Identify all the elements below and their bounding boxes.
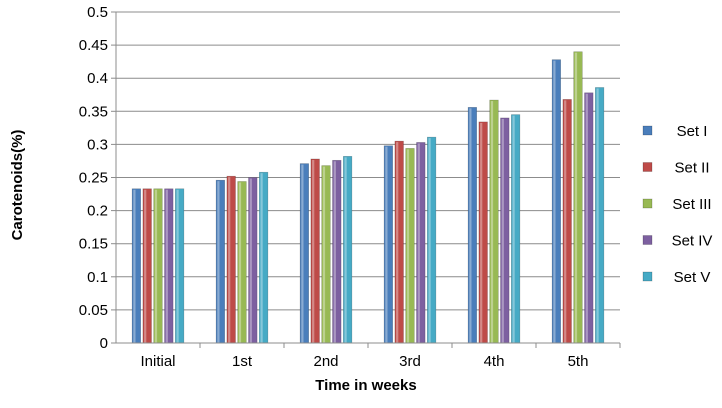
bar-highlight (553, 60, 556, 343)
y-axis-title: Carotenoids(%) (9, 130, 26, 241)
bar-highlight (385, 146, 388, 343)
legend-swatch (642, 162, 653, 172)
bar-highlight (574, 52, 578, 343)
bar-highlight (406, 149, 410, 343)
bar-highlight (490, 101, 494, 344)
gridlines (111, 11, 620, 344)
legend-label: Set II (674, 160, 709, 177)
bar-highlight (512, 115, 515, 343)
x-tick-label: 1st (232, 353, 253, 370)
bar-highlight (417, 143, 420, 343)
bar-highlight (133, 189, 136, 343)
bar-highlight (312, 159, 315, 343)
bar-highlight (344, 157, 347, 343)
bar-highlight (469, 108, 472, 343)
bar-highlight (322, 166, 326, 343)
y-tick-label: 0.2 (87, 203, 108, 220)
legend-swatch (642, 271, 653, 282)
legend-label: Set I (677, 123, 708, 140)
bar-highlight (333, 161, 336, 343)
bar-highlight (301, 164, 304, 343)
y-tick-label: 0.5 (87, 4, 108, 21)
y-tick-label: 0.05 (79, 302, 108, 319)
bar-highlight (165, 189, 168, 343)
bar-highlight (564, 100, 567, 343)
y-tick-label: 0 (100, 335, 108, 352)
legend-label: Set V (674, 269, 711, 286)
bar-highlight (144, 189, 147, 343)
bar-highlight (260, 173, 263, 343)
legend-swatch (642, 198, 653, 209)
x-tick-label: 4th (484, 353, 505, 370)
y-tick-label: 0.3 (87, 136, 108, 153)
y-tick-labels: 0 0.05 0.1 0.15 0.2 0.25 0.3 0.35 0.4 0.45 0.5 (79, 4, 108, 352)
legend-swatch (642, 235, 653, 245)
y-tick-label: 0.1 (87, 269, 108, 286)
bar-highlight (480, 122, 483, 343)
bar-highlight (217, 181, 220, 343)
bars (131, 51, 605, 344)
y-tick-label: 0.4 (87, 70, 108, 87)
y-tick-label: 0.25 (79, 170, 108, 187)
x-axis-title: Time in weeks (315, 377, 416, 394)
bar-highlight (154, 189, 158, 343)
legend-swatch (642, 125, 653, 136)
bar-highlight (428, 138, 431, 343)
bar-highlight (176, 189, 179, 343)
legend: Set I Set II Set III Set IV Set V (642, 123, 713, 286)
bar-highlight (596, 88, 599, 343)
legend-label: Set III (672, 196, 711, 213)
axes (115, 12, 621, 348)
bar-highlight (228, 177, 231, 343)
bar-highlight (501, 118, 504, 343)
x-tick-label: 5th (568, 353, 589, 370)
legend-label: Set IV (672, 233, 713, 250)
x-tick-labels: Initial 1st 2nd 3rd 4th 5th (140, 353, 588, 370)
y-tick-label: 0.45 (79, 37, 108, 54)
y-tick-label: 0.15 (79, 236, 108, 253)
x-tick-label: 3rd (399, 353, 421, 370)
x-tick-label: Initial (140, 353, 175, 370)
y-tick-label: 0.35 (79, 103, 108, 120)
x-tick-label: 2nd (313, 353, 338, 370)
bar-highlight (585, 93, 588, 343)
bar-highlight (396, 142, 399, 343)
bar-highlight (249, 178, 252, 343)
bar-highlight (238, 182, 242, 343)
